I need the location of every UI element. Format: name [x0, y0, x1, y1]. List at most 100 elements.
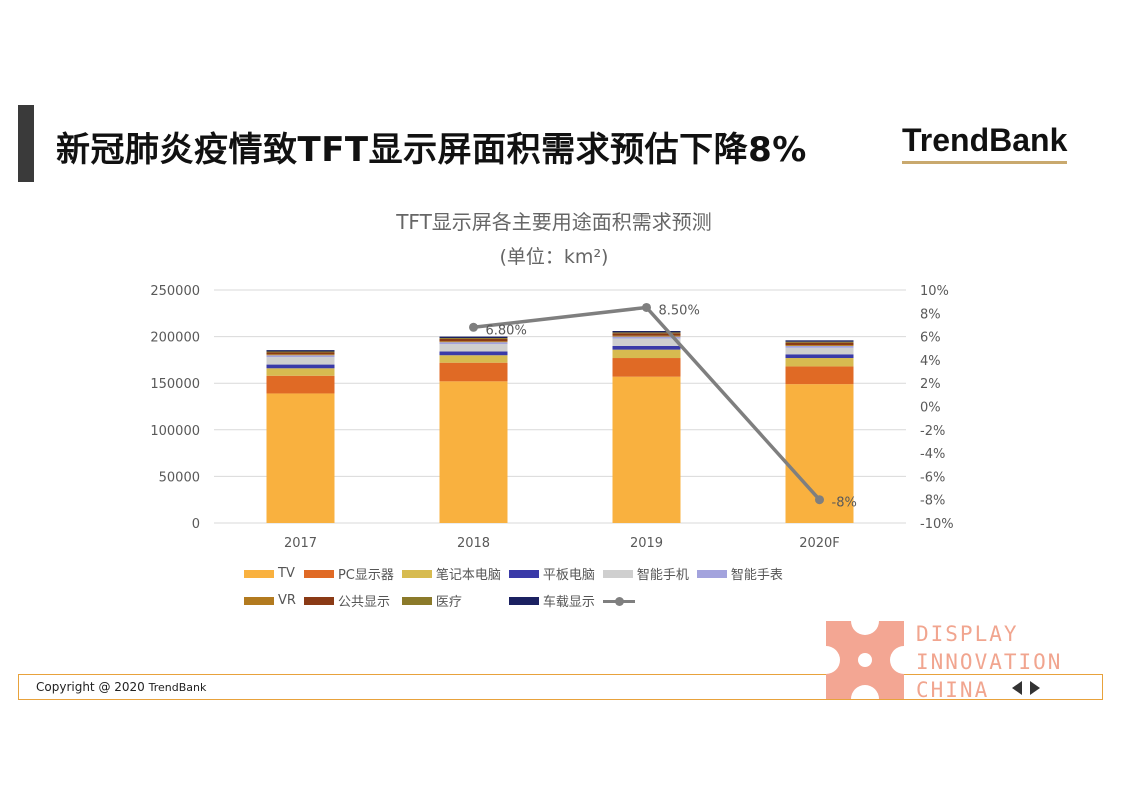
legend-label: 智能手机 — [636, 568, 689, 583]
dic-line-2: INNOVATION — [916, 650, 1063, 674]
y-right-tick-label: -10% — [920, 517, 954, 532]
legend-item: 车载显示 — [508, 591, 595, 610]
bar-segment — [266, 375, 335, 394]
bar-segment — [266, 368, 335, 376]
legend-item-growth-line — [602, 591, 689, 610]
legend-swatch — [303, 596, 334, 605]
dic-line-3: CHINA — [916, 678, 990, 702]
growth-data-label: -8% — [832, 496, 857, 511]
x-tick-label: 2018 — [457, 536, 490, 551]
chart-legend: TV PC显示器 笔记本电脑 平板电脑 智能手机 智能手表 VR 公共显示 医疗 车载显示 — [244, 564, 783, 610]
growth-point — [469, 322, 478, 332]
legend-item: PC显示器 — [303, 564, 394, 583]
legend-item: 平板电脑 — [508, 564, 595, 583]
legend-item: 智能手机 — [602, 564, 689, 583]
legend-swatch — [508, 569, 539, 578]
growth-point — [642, 302, 651, 312]
bar-segment — [439, 338, 508, 342]
legend-label: PC显示器 — [337, 568, 394, 583]
legend-swatch — [401, 596, 432, 605]
legend-label: 平板电脑 — [542, 568, 595, 583]
bar-segment — [439, 342, 508, 345]
bar-segment — [439, 351, 508, 356]
legend-swatch — [244, 596, 274, 605]
x-tick-label: 2017 — [284, 536, 317, 551]
legend-swatch — [303, 569, 334, 578]
y-right-tick-label: 8% — [920, 307, 941, 322]
growth-data-label: 8.50% — [659, 303, 700, 318]
bar-segment — [785, 342, 854, 345]
y-right-tick-label: 6% — [920, 331, 941, 346]
legend-item: 公共显示 — [303, 591, 394, 610]
legend-swatch — [401, 569, 432, 578]
legend-label: 智能手表 — [730, 568, 783, 583]
legend-label: 医疗 — [435, 595, 462, 610]
bar-segment — [612, 345, 681, 350]
legend-item: 医疗 — [401, 591, 501, 610]
bar-segment — [612, 335, 681, 337]
brand-logo-trendbank: TrendBank — [902, 122, 1068, 164]
bar-segment — [266, 355, 335, 358]
legend-line-swatch — [602, 596, 635, 606]
copyright-label: Copyright @ 2020 — [36, 680, 145, 694]
bar-segment — [439, 362, 508, 382]
page-title: 新冠肺炎疫情致TFT显示屏面积需求预估下降8% — [56, 130, 807, 170]
y-right-tick-label: 0% — [920, 401, 941, 416]
bar-segment — [439, 344, 508, 352]
y-left-tick-label: 200000 — [150, 331, 200, 346]
legend-label: 笔记本电脑 — [435, 568, 501, 583]
bar-segment — [785, 358, 854, 367]
legend-item: 笔记本电脑 — [401, 564, 501, 583]
dic-line-1: DISPLAY — [916, 622, 1019, 646]
legend-label: VR — [278, 593, 296, 608]
bar-segment — [612, 358, 681, 377]
chart-title: TFT显示屏各主要用途面积需求预测 — [396, 210, 712, 234]
y-right-tick-label: 10% — [920, 284, 949, 299]
bar-segment — [785, 366, 854, 385]
legend-item: VR — [244, 591, 296, 610]
y-left-tick-label: 0 — [192, 517, 200, 532]
dic-logo-text: DISPLAY INNOVATION CHINA — [916, 620, 1062, 704]
bar-segment — [439, 355, 508, 363]
bar-segment — [612, 332, 681, 334]
bar-segment — [266, 357, 335, 365]
bar-segment — [266, 354, 335, 356]
bar-segment — [439, 341, 508, 343]
y-right-tick-label: -8% — [920, 494, 945, 509]
bar-segment — [785, 344, 854, 346]
x-tick-label: 2020F — [799, 536, 840, 551]
y-left-tick-label: 150000 — [150, 377, 200, 392]
growth-point — [815, 495, 824, 505]
legend-label: TV — [278, 566, 295, 581]
y-left-tick-label: 100000 — [150, 424, 200, 439]
bar-segment — [439, 381, 508, 523]
bar-segment — [785, 345, 854, 348]
legend-swatch — [508, 596, 539, 605]
bar-segment — [266, 364, 335, 369]
y-left-tick-label: 250000 — [150, 284, 200, 299]
y-right-tick-label: -2% — [920, 424, 945, 439]
x-tick-label: 2019 — [630, 536, 663, 551]
y-right-tick-label: -4% — [920, 447, 945, 462]
copyright-text: Copyright @ 2020 TrendBank — [36, 680, 206, 694]
bar-segment — [785, 347, 854, 355]
y-right-tick-label: 4% — [920, 354, 941, 369]
legend-swatch — [696, 569, 727, 578]
legend-swatch — [244, 569, 274, 578]
bar-segment — [439, 336, 508, 338]
dic-arrows-icon — [1012, 681, 1040, 695]
bar-segment — [612, 338, 681, 346]
bar-segment — [612, 349, 681, 359]
legend-swatch — [602, 569, 633, 578]
bar-segment — [266, 351, 335, 353]
bar-segment — [266, 350, 335, 352]
legend-item: TV — [244, 564, 296, 583]
dic-logo-icon — [826, 621, 904, 699]
title-accent-bar — [18, 105, 34, 182]
legend-label: 车载显示 — [542, 595, 595, 610]
bar-segment — [612, 331, 681, 333]
copyright-brand: TrendBank — [148, 681, 207, 694]
footer-bar — [18, 674, 1103, 700]
growth-data-label: 6.80% — [486, 323, 527, 338]
